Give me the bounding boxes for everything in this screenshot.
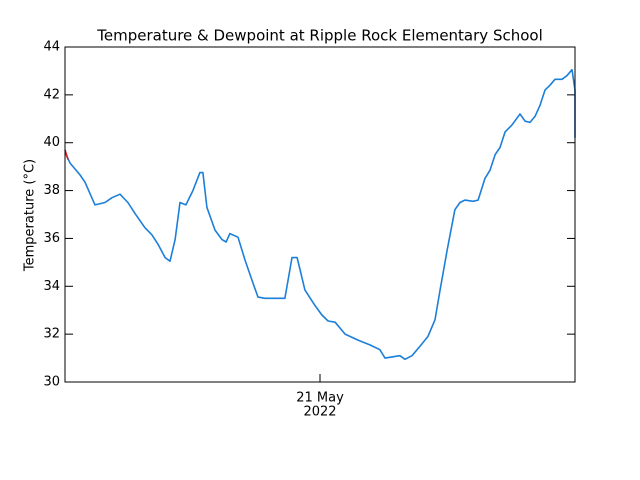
y-tick-label: 34 xyxy=(43,279,60,294)
line-series xyxy=(64,68,576,361)
chart-title: Temperature & Dewpoint at Ripple Rock El… xyxy=(96,27,543,45)
y-tick-label: 40 xyxy=(43,135,60,150)
y-tick-label: 32 xyxy=(43,327,60,342)
y-tick-label: 38 xyxy=(43,183,60,198)
y-axis-label: Temperature (°C) xyxy=(23,159,38,272)
plot-frame xyxy=(64,46,576,383)
y-tick-label: 44 xyxy=(43,40,60,55)
y-tick-label: 30 xyxy=(43,375,60,390)
x-sublabel: 2022 xyxy=(303,405,336,420)
y-tick-label: 36 xyxy=(43,231,60,246)
y-tick-label: 42 xyxy=(43,87,60,102)
x-tick-label: 21 May xyxy=(296,391,344,406)
